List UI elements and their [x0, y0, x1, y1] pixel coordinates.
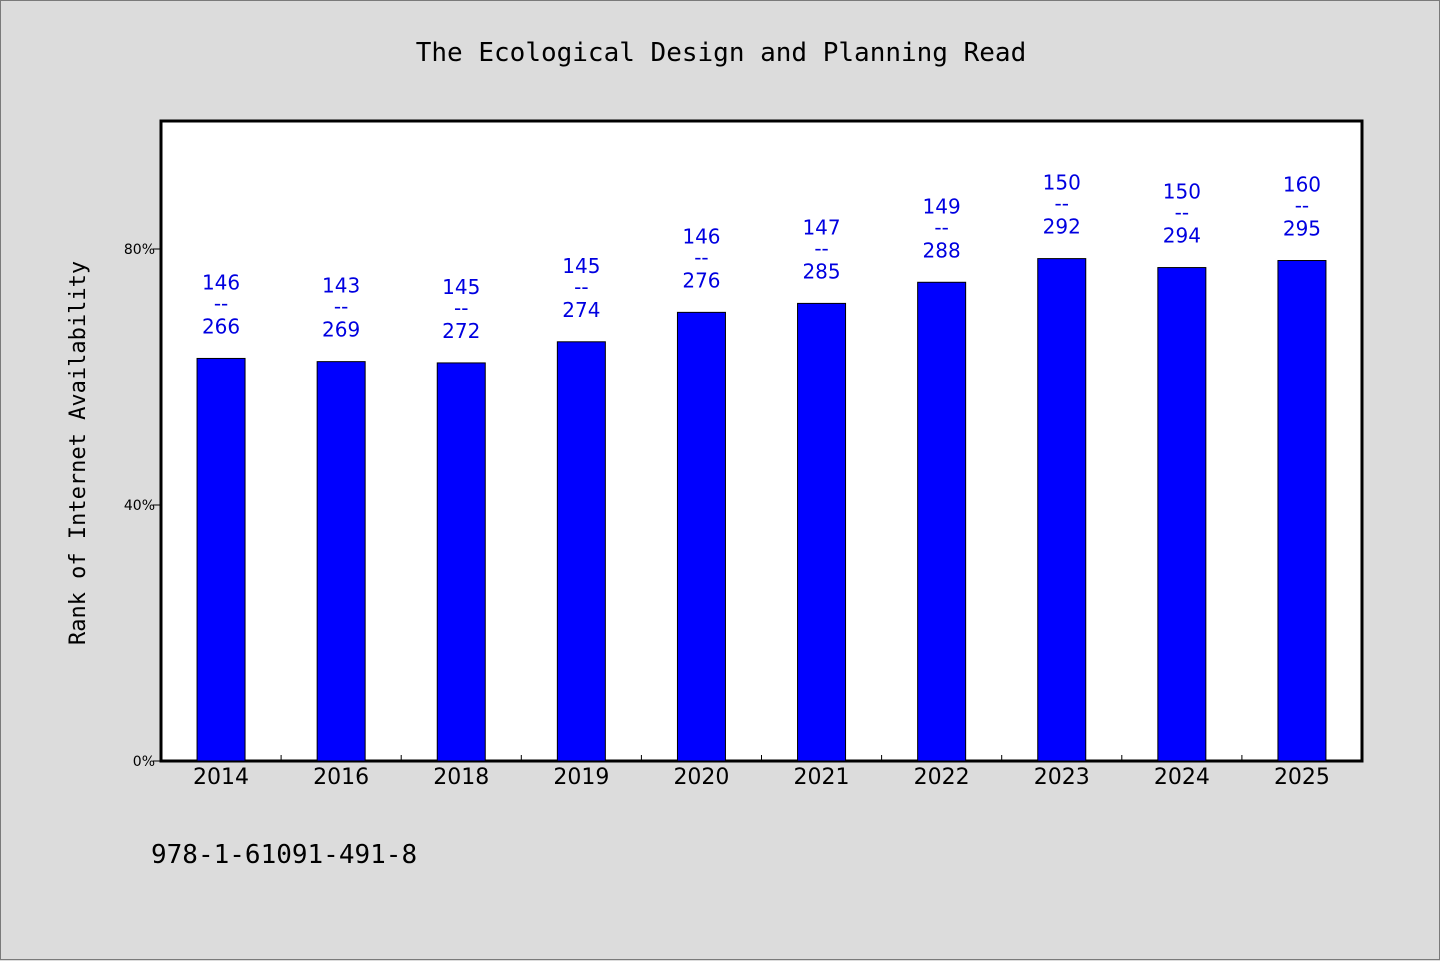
- data-label-separator: --: [1055, 192, 1069, 216]
- data-label-top: 146: [682, 224, 720, 248]
- x-tick-label: 2021: [794, 765, 850, 790]
- data-label-bottom: 272: [442, 319, 480, 343]
- bar-2020: [676, 311, 726, 762]
- data-label-separator: --: [574, 275, 588, 299]
- x-tick-label: 2019: [553, 765, 609, 790]
- data-label-bottom: 294: [1163, 224, 1201, 248]
- bar-2018: [436, 362, 486, 762]
- data-label-top: 146: [202, 270, 240, 294]
- bar-2025: [1277, 260, 1327, 762]
- y-tick-label: 40%: [124, 498, 155, 514]
- x-tick-label: 2025: [1274, 765, 1330, 790]
- data-labels: 146--266143--269145--272145--274146--276…: [202, 171, 1321, 343]
- data-label-separator: --: [1175, 201, 1189, 225]
- data-label-bottom: 269: [322, 318, 360, 342]
- x-tick-labels: 2014 2016 2018 2019 2020 2021 2022 2023 2024 2025: [193, 765, 1330, 790]
- bar-2021: [797, 302, 847, 762]
- x-tick-label: 2022: [914, 765, 970, 790]
- data-label-separator: --: [214, 291, 228, 315]
- y-tick-label: 80%: [124, 242, 155, 258]
- data-label-bottom: 288: [923, 238, 961, 262]
- x-tick-label: 2024: [1154, 765, 1210, 790]
- data-label-top: 145: [442, 275, 480, 299]
- bar-2022: [917, 281, 967, 762]
- bar-2024: [1157, 267, 1207, 762]
- data-label-separator: --: [454, 296, 468, 320]
- data-label-bottom: 295: [1283, 217, 1321, 241]
- bar-2023: [1037, 258, 1087, 762]
- bar-2019: [556, 341, 606, 762]
- data-label-separator: --: [694, 245, 708, 269]
- bars: [196, 258, 1327, 762]
- x-tick-label: 2020: [673, 765, 729, 790]
- chart-title: The Ecological Design and Planning Read: [416, 38, 1026, 68]
- data-label-separator: --: [1295, 194, 1309, 218]
- x-tick-label: 2014: [193, 765, 249, 790]
- axis-ticks: 0% 40% 80%: [124, 242, 1243, 770]
- y-axis-label: Rank of Internet Availability: [66, 261, 91, 645]
- data-label-separator: --: [334, 295, 348, 319]
- data-label-top: 147: [802, 215, 840, 239]
- data-label-bottom: 276: [682, 268, 720, 292]
- bar-2014: [196, 357, 246, 762]
- data-label-separator: --: [814, 236, 828, 260]
- isbn-text: 978-1-61091-491-8: [151, 840, 417, 870]
- data-label-top: 150: [1043, 171, 1081, 195]
- data-label-bottom: 285: [802, 259, 840, 283]
- y-tick-label: 0%: [133, 754, 155, 770]
- bar-2016: [316, 361, 366, 762]
- x-tick-label: 2016: [313, 765, 369, 790]
- x-tick-label: 2018: [433, 765, 489, 790]
- data-label-top: 145: [562, 254, 600, 278]
- data-label-top: 150: [1163, 180, 1201, 204]
- data-label-separator: --: [934, 215, 948, 239]
- data-label-bottom: 266: [202, 314, 240, 338]
- data-label-top: 143: [322, 274, 360, 298]
- x-tick-label: 2023: [1034, 765, 1090, 790]
- data-label-top: 160: [1283, 173, 1321, 197]
- data-label-bottom: 292: [1043, 215, 1081, 239]
- data-label-top: 149: [923, 194, 961, 218]
- data-label-bottom: 274: [562, 298, 600, 322]
